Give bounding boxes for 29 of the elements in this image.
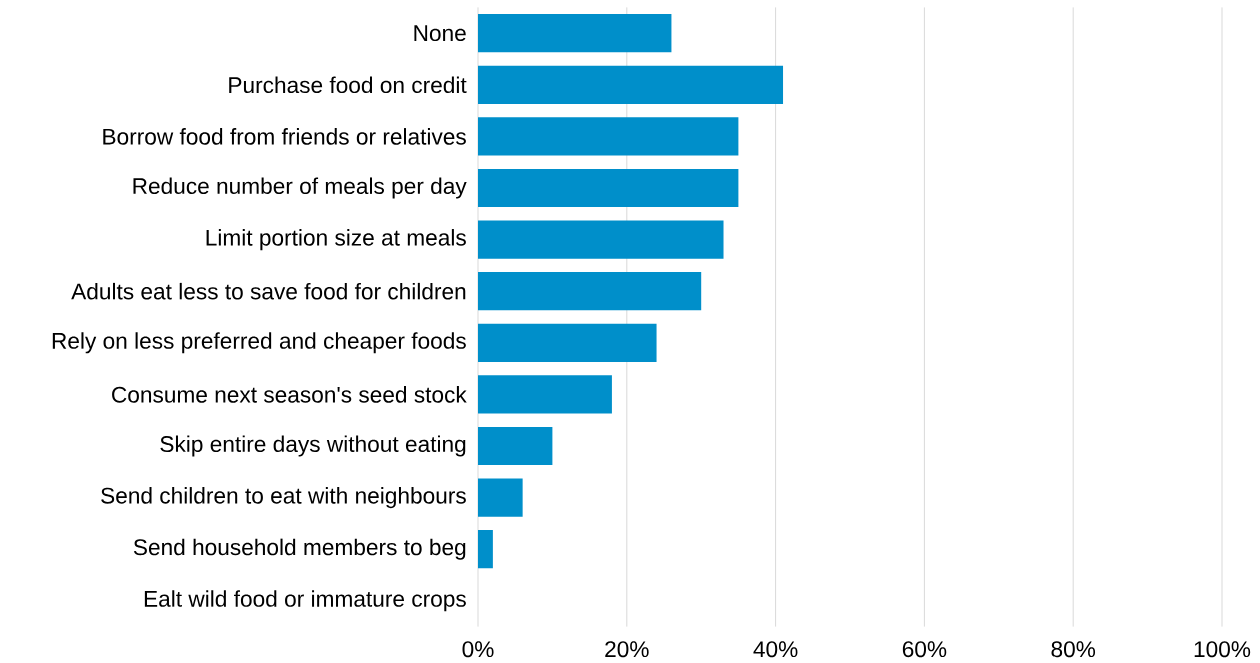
y-tick-label: Ealt wild food or immature crops: [144, 590, 466, 612]
x-tick-label: 80%: [1051, 641, 1096, 658]
bar: [478, 14, 672, 53]
bar: [478, 426, 553, 466]
bar: [478, 168, 739, 208]
x-tick-label: 100%: [1194, 641, 1251, 658]
y-tick-label: Consume next season's seed stock: [112, 386, 467, 403]
x-tick-label: 60%: [902, 641, 947, 658]
y-tick-label: Borrow food from friends or relatives: [103, 128, 466, 145]
y-tick-label: Reduce number of meals per day: [133, 177, 467, 199]
bar: [478, 478, 523, 517]
y-tick-label: Skip entire days without eating: [160, 435, 466, 457]
bar: [478, 323, 657, 362]
y-tick-label: Send children to eat with neighbours: [101, 487, 466, 509]
bar: [478, 375, 612, 414]
bar: [478, 220, 724, 259]
bar: [478, 530, 493, 569]
y-tick-label: None: [414, 25, 466, 42]
x-tick-label: 0%: [462, 641, 494, 658]
y-tick-label: Purchase food on credit: [229, 76, 467, 94]
bar: [478, 65, 784, 104]
y-tick-label: Send household members to beg: [133, 538, 466, 560]
bar: [478, 117, 739, 156]
y-tick-label: Rely on less preferred and cheaper foods: [52, 332, 466, 354]
y-tick-label: Limit portion size at meals: [206, 229, 466, 251]
bar: [478, 272, 702, 311]
y-tick-label: Adults eat less to save food for children: [71, 282, 466, 300]
x-tick-label: 20%: [605, 641, 649, 658]
x-tick-label: 40%: [753, 641, 798, 658]
